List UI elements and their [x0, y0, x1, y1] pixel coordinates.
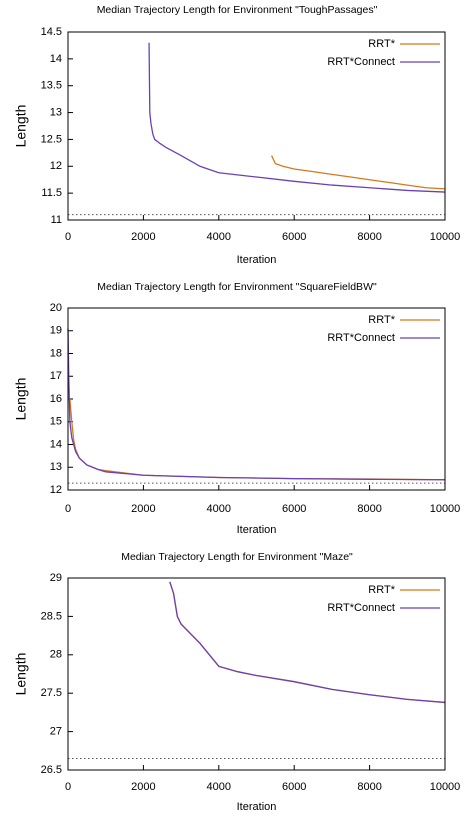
legend-label: RRT*Connect: [327, 602, 395, 614]
plot-frame: [67, 577, 446, 771]
x-tick-label: 2000: [131, 781, 155, 793]
y-tick-label: 18: [50, 347, 62, 359]
x-axis-label: Iteration: [237, 524, 277, 536]
x-tick-label: 4000: [207, 503, 231, 515]
series-line: [69, 398, 446, 481]
chart-title: Median Trajectory Length for Environment…: [97, 281, 377, 293]
legend-label: RRT*: [368, 38, 395, 50]
x-tick-label: 0: [65, 231, 71, 243]
y-tick-label: 11: [51, 214, 62, 226]
x-tick-label: 10000: [430, 781, 461, 793]
y-tick-label: 12: [50, 160, 62, 172]
y-tick-label: 27.5: [41, 687, 62, 699]
y-tick-label: 19: [50, 325, 62, 337]
x-tick-label: 0: [65, 503, 71, 515]
y-axis-label: Length: [13, 653, 29, 696]
x-tick-label: 2000: [131, 231, 155, 243]
plot-frame: [67, 31, 446, 221]
y-tick-label: 16: [50, 393, 62, 405]
x-tick-label: 4000: [207, 781, 231, 793]
x-tick-label: 8000: [357, 503, 381, 515]
y-tick-label: 28: [50, 649, 62, 661]
x-tick-label: 8000: [357, 231, 381, 243]
y-tick-label: 27: [50, 726, 62, 738]
legend-label: RRT*: [368, 584, 395, 596]
x-tick-label: 0: [65, 781, 71, 793]
legend-label: RRT*: [368, 314, 395, 326]
y-axis-label: Length: [13, 378, 29, 421]
legend-label: RRT*Connect: [327, 56, 395, 68]
series-line: [169, 581, 446, 704]
x-tick-label: 10000: [430, 231, 461, 243]
x-tick-label: 4000: [207, 231, 231, 243]
y-tick-label: 20: [50, 302, 62, 314]
y-tick-label: 17: [50, 370, 62, 382]
series-line: [148, 42, 446, 193]
x-tick-label: 10000: [430, 503, 461, 515]
chart-title: Median Trajectory Length for Environment…: [97, 4, 378, 16]
x-tick-label: 6000: [282, 503, 306, 515]
series-line: [270, 155, 446, 190]
x-tick-label: 8000: [357, 781, 381, 793]
y-tick-label: 15: [50, 416, 62, 428]
y-tick-label: 29: [50, 572, 62, 584]
x-tick-label: 2000: [131, 503, 155, 515]
y-tick-label: 11.5: [41, 187, 62, 199]
y-tick-label: 13: [50, 461, 62, 473]
x-axis-label: Iteration: [237, 254, 277, 266]
x-tick-label: 6000: [282, 781, 306, 793]
legend-label: RRT*Connect: [327, 332, 395, 344]
plot-frame: [67, 307, 446, 491]
y-tick-label: 26.5: [41, 764, 62, 776]
y-tick-label: 12.5: [41, 133, 62, 145]
y-tick-label: 13: [50, 106, 62, 118]
chart-title: Median Trajectory Length for Environment…: [121, 551, 353, 563]
y-tick-label: 14.5: [41, 26, 62, 38]
y-tick-label: 14: [50, 438, 62, 450]
series-line: [67, 328, 446, 481]
x-axis-label: Iteration: [237, 801, 277, 813]
y-tick-label: 28.5: [41, 610, 62, 622]
y-axis-label: Length: [13, 105, 29, 148]
x-tick-label: 6000: [282, 231, 306, 243]
y-tick-label: 12: [50, 484, 62, 496]
y-tick-label: 14: [50, 53, 62, 65]
y-tick-label: 13.5: [41, 80, 62, 92]
